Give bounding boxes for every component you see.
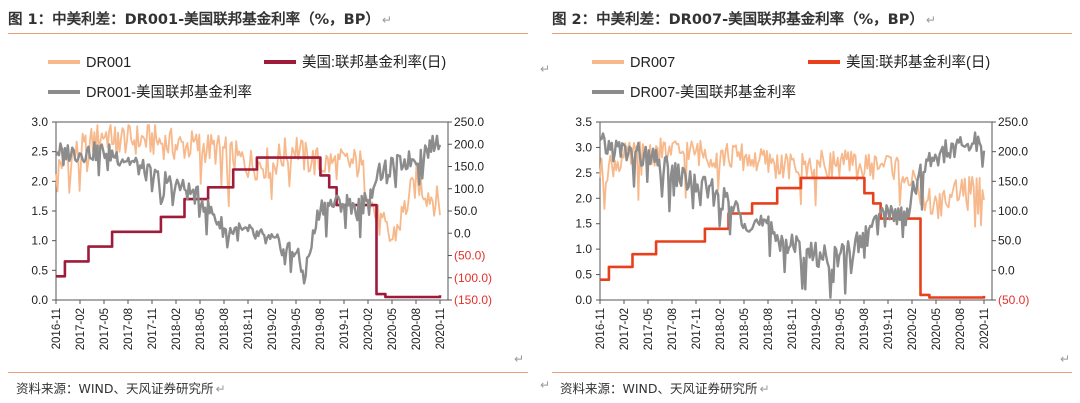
x-tick-label: 2018-08 <box>763 308 775 350</box>
source-note-2: 资料来源：WIND、天风证券研究所 ↵ <box>560 381 770 396</box>
y-right-tick-label: 0.0 <box>454 226 471 240</box>
series-line-0 <box>599 137 985 228</box>
x-tick-label: 2018-11 <box>243 308 255 349</box>
y-left-tick-label: 2.0 <box>575 191 592 205</box>
x-tick-label: 2019-08 <box>315 308 327 350</box>
source-rule <box>8 372 528 373</box>
x-tick-label: 2017-11 <box>147 308 159 349</box>
series-line-1 <box>56 156 442 299</box>
y-left-tick-label: 2.5 <box>31 145 48 159</box>
y-right-tick-label: 100.0 <box>998 204 1028 218</box>
plot-area <box>55 121 449 301</box>
source-note-1: 资料来源：WIND、天风证券研究所 ↵ <box>16 381 226 396</box>
x-tick-label: 2020-11 <box>979 308 991 349</box>
y-left-tick-label: 0.0 <box>31 293 48 307</box>
y-right-tick-label: 200.0 <box>998 145 1028 159</box>
x-tick-label: 2017-02 <box>619 308 631 350</box>
x-tick-label: 2019-05 <box>835 308 847 350</box>
x-tick-label: 2020-05 <box>931 308 943 350</box>
x-tick-label: 2016-11 <box>595 308 607 349</box>
legend-label: DR007 <box>630 55 675 71</box>
chart-panel-1: 图 1：中美利差：DR001-美国联邦基金利率（%，BP） ↵ 0.0 0.5 1.0… <box>8 0 536 403</box>
x-tick-label: 2020-05 <box>387 308 399 350</box>
x-tick-label: 2017-05 <box>99 308 111 350</box>
paragraph-mark-icon: ↵ <box>759 382 770 396</box>
paragraph-mark-icon: ↵ <box>215 382 226 396</box>
y-right-tick-label: 50.0 <box>998 234 1022 248</box>
chart-panel-2: 图 2：中美利差：DR007-美国联邦基金利率（%，BP） ↵ 0.0 0.5 1.0… <box>552 0 1080 403</box>
y-right-tick-label: 250.0 <box>998 115 1028 129</box>
x-tick-label: 2017-02 <box>75 308 87 350</box>
legend-label: DR007-美国联邦基金利率 <box>630 84 796 101</box>
x-tick-label: 2018-08 <box>219 308 231 350</box>
x-tick-label: 2019-11 <box>339 308 351 349</box>
y-left-tick-label: 1.0 <box>575 242 592 256</box>
paragraph-mark-icon: ↵ <box>540 378 551 392</box>
y-right-tick-label: 250.0 <box>454 115 484 129</box>
y-left-tick-label: 3.0 <box>31 115 48 129</box>
y-right-tick-label: 0.0 <box>998 263 1015 277</box>
y-left-tick-label: 1.0 <box>31 234 48 248</box>
chart-title-2: 图 2：中美利差：DR007-美国联邦基金利率（%，BP） ↵ <box>552 12 936 28</box>
title-rule <box>8 33 528 34</box>
legend-label: 美国:联邦基金利率(日) <box>302 54 446 71</box>
x-tick-label: 2017-08 <box>667 308 679 350</box>
y-right-tick-label: (50.0) <box>454 249 485 263</box>
y-left-tick-label: 2.0 <box>31 174 48 188</box>
line-chart-dr001: 0.0 0.5 1.0 1.5 2.0 2.5 3.0 (150.0) (100.0) (50.0… <box>31 54 492 350</box>
y-left-tick-label: 0.5 <box>31 263 48 277</box>
y-right-tick-label: 50.0 <box>454 204 478 218</box>
title-rule <box>552 33 1072 34</box>
x-tick-label: 2019-08 <box>859 308 871 350</box>
x-tick-label: 2019-02 <box>811 308 823 350</box>
x-tick-label: 2017-11 <box>691 308 703 349</box>
series-line-0 <box>55 124 441 242</box>
paragraph-mark-icon: ↵ <box>514 352 525 366</box>
x-tick-label: 2020-02 <box>907 308 919 350</box>
paragraph-mark-icon: ↵ <box>1060 352 1071 366</box>
legend-label: DR001 <box>86 55 131 71</box>
x-tick-label: 2019-11 <box>883 308 895 349</box>
y-right-tick-label: (100.0) <box>454 271 492 285</box>
x-tick-label: 2017-05 <box>643 308 655 350</box>
x-tick-label: 2020-08 <box>411 308 423 350</box>
x-tick-label: 2017-08 <box>123 308 135 350</box>
y-left-tick-label: 2.5 <box>575 166 592 180</box>
paragraph-mark-icon: ↵ <box>540 62 551 76</box>
series-line-2 <box>54 134 442 285</box>
chart-title-1: 图 1：中美利差：DR001-美国联邦基金利率（%，BP） ↵ <box>8 12 392 28</box>
y-right-tick-label: (150.0) <box>454 293 492 307</box>
y-right-tick-label: (50.0) <box>998 293 1029 307</box>
x-tick-label: 2019-05 <box>291 308 303 350</box>
y-left-tick-label: 0.5 <box>575 268 592 282</box>
x-tick-label: 2020-02 <box>363 308 375 350</box>
source-rule <box>552 372 1072 373</box>
series-line-1 <box>600 176 986 299</box>
x-tick-label: 2020-08 <box>955 308 967 350</box>
x-tick-label: 2018-02 <box>715 308 727 350</box>
line-chart-dr007: 0.0 0.5 1.0 1.5 2.0 2.5 3.0 3.5 (50.0) 0.0 50.0 100… <box>575 54 1029 350</box>
y-left-tick-label: 1.5 <box>575 217 592 231</box>
legend-label: DR001-美国联邦基金利率 <box>86 84 252 101</box>
x-tick-label: 2018-11 <box>787 308 799 349</box>
paragraph-mark-icon: ↵ <box>925 13 936 27</box>
y-left-tick-label: 0.0 <box>575 293 592 307</box>
x-tick-label: 2016-11 <box>51 308 63 349</box>
x-tick-label: 2020-11 <box>435 308 447 349</box>
x-tick-label: 2019-02 <box>267 308 279 350</box>
paragraph-mark-icon: ↵ <box>381 13 392 27</box>
y-right-tick-label: 150.0 <box>998 174 1028 188</box>
legend-label: 美国:联邦基金利率(日) <box>846 54 990 71</box>
y-left-tick-label: 3.5 <box>575 115 592 129</box>
y-right-tick-label: 200.0 <box>454 137 484 151</box>
x-tick-label: 2018-05 <box>195 308 207 350</box>
x-tick-label: 2018-02 <box>171 308 183 350</box>
y-left-tick-label: 1.5 <box>31 204 48 218</box>
y-right-tick-label: 150.0 <box>454 160 484 174</box>
x-tick-label: 2018-05 <box>739 308 751 350</box>
y-right-tick-label: 100.0 <box>454 182 484 196</box>
series-line-2 <box>599 131 986 299</box>
y-left-tick-label: 3.0 <box>575 140 592 154</box>
